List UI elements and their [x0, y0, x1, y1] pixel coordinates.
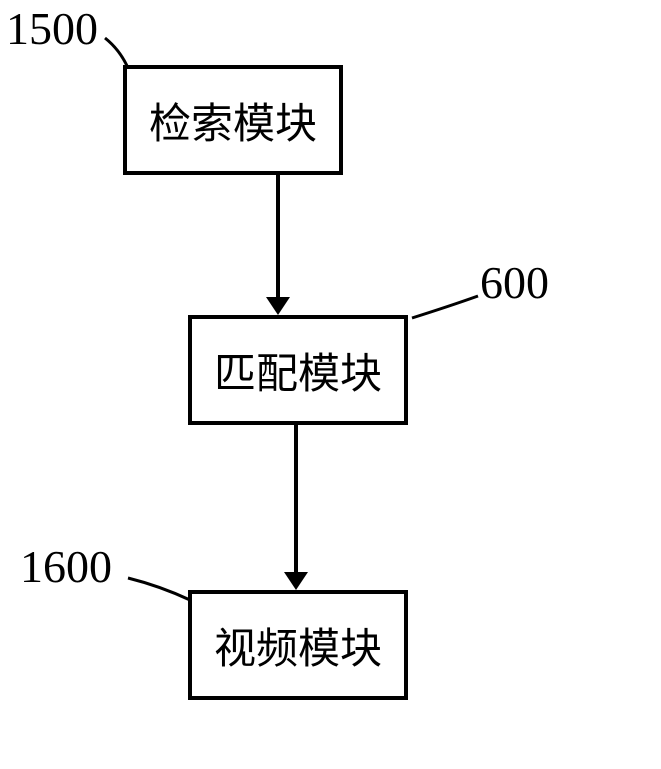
ref-label-1500-text: 1500	[6, 3, 98, 54]
node-matching-module: 匹配模块	[188, 315, 408, 425]
ref-label-600: 600	[480, 256, 549, 309]
node-matching-label: 匹配模块	[214, 340, 382, 401]
arrow-2-line	[294, 425, 298, 574]
node-retrieval-module: 检索模块	[123, 65, 343, 175]
node-video-module: 视频模块	[188, 590, 408, 700]
node-retrieval-label: 检索模块	[149, 90, 317, 151]
arrow-1-head-icon	[266, 297, 290, 315]
ref-label-1500: 1500	[6, 2, 98, 55]
arrow-2-head-icon	[284, 572, 308, 590]
ref-label-600-text: 600	[480, 257, 549, 308]
ref-label-1600-text: 1600	[20, 541, 112, 592]
ref-label-1600: 1600	[20, 540, 112, 593]
node-video-label: 视频模块	[214, 615, 382, 676]
arrow-1-line	[276, 175, 280, 299]
